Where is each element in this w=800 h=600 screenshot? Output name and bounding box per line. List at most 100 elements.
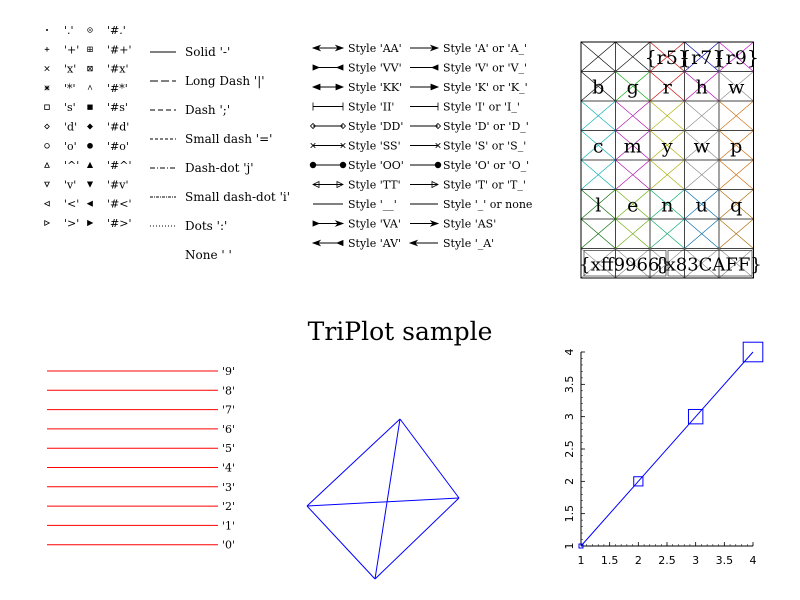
dash-style-panel: Solid '-' Long Dash '|' Dash ';' Small dash… bbox=[150, 45, 290, 262]
arrow-sample-left bbox=[312, 102, 344, 111]
series-point bbox=[633, 476, 644, 487]
color-grid-cell bbox=[684, 100, 720, 131]
arrow-style-label: Style 'SS' bbox=[348, 140, 401, 153]
arrow-sample-right bbox=[410, 122, 442, 130]
color-grid-cell bbox=[580, 218, 616, 249]
y-tick-label: 3 bbox=[563, 413, 576, 420]
arrow-sample-left bbox=[311, 44, 345, 52]
marker-filled-label: '#x' bbox=[107, 63, 128, 76]
color-grid-cell bbox=[580, 159, 616, 190]
color-grid-label: {r7} bbox=[679, 47, 724, 69]
marker-panel: '.' '#.' '+' '#+' 'x' '#x' '*' '#*' 's' '#s' 'd' '#… bbox=[43, 24, 131, 230]
arrow-sample-left bbox=[309, 161, 347, 169]
color-grid-label: {r9} bbox=[714, 47, 759, 69]
arrow-style-label: Style 'VA' bbox=[348, 218, 401, 231]
marker-filled-triangle-down bbox=[86, 181, 94, 188]
arrow-sample-left bbox=[309, 122, 347, 130]
color-grid-label: u bbox=[696, 194, 708, 216]
dash-style-label: Dash-dot 'j' bbox=[185, 161, 254, 175]
line-list-panel: '9' '8' '7' '6' '5' '4' '3' '2' '1' '0' bbox=[47, 365, 235, 552]
marker-open-label: 's' bbox=[64, 101, 76, 114]
marker-open-dot bbox=[46, 29, 48, 31]
marker-filled-cross bbox=[87, 65, 93, 72]
dash-style-label: Dots ':' bbox=[185, 219, 227, 233]
color-grid-label: e bbox=[627, 194, 638, 216]
arrow-sample-right bbox=[410, 142, 441, 149]
arrow-style-label: Style 'S' or 'S_' bbox=[443, 140, 526, 153]
color-grid-label: n bbox=[661, 194, 673, 216]
line-label: '4' bbox=[222, 462, 235, 475]
color-grid-label: r bbox=[663, 76, 673, 98]
marker-open-cross bbox=[44, 66, 50, 72]
x-tick-label: 2.5 bbox=[658, 554, 676, 567]
color-grid-cell bbox=[649, 159, 685, 190]
arrow-sample-right bbox=[410, 220, 440, 227]
arrow-sample-right bbox=[410, 102, 439, 111]
y-tick-label: 1.5 bbox=[563, 505, 576, 523]
marker-open-label: 'd' bbox=[64, 121, 77, 134]
color-grid-frame bbox=[580, 41, 754, 279]
arrow-sample-right bbox=[408, 239, 438, 247]
line-label: '6' bbox=[222, 423, 235, 436]
arrow-style-label: Style 'DD' bbox=[348, 120, 403, 133]
marker-filled-square bbox=[87, 104, 93, 110]
series-point bbox=[578, 543, 584, 549]
y-tick-label: 2 bbox=[563, 478, 576, 485]
color-grid-label: {xff9966} bbox=[579, 254, 671, 275]
dash-style-label: Long Dash '|' bbox=[185, 74, 265, 88]
arrow-style-label: Style '_A' bbox=[443, 237, 494, 250]
color-grid-label: w bbox=[694, 135, 711, 157]
x-tick-label: 4 bbox=[750, 554, 757, 567]
line-label: '1' bbox=[222, 519, 235, 532]
color-grid-label: c bbox=[593, 135, 604, 157]
color-grid-label-box bbox=[583, 250, 667, 277]
color-grid-cell bbox=[580, 41, 616, 72]
dash-style-label: Small dash '=' bbox=[185, 132, 272, 146]
marker-open-label: '*' bbox=[64, 82, 76, 95]
arrow-sample-right bbox=[410, 161, 442, 169]
marker-filled-triangle-right bbox=[87, 219, 94, 227]
arrow-sample-left bbox=[311, 83, 345, 91]
arrow-sample-left bbox=[312, 220, 345, 227]
triangulation-edge bbox=[306, 505, 376, 580]
marker-open-circle bbox=[44, 143, 50, 149]
color-grid-cell bbox=[718, 218, 754, 249]
marker-open-label: '+' bbox=[64, 43, 79, 56]
arrow-style-panel: Style 'AA' Style 'A' or 'A_' Style 'VV' Sty… bbox=[309, 42, 532, 250]
arrow-sample-right bbox=[410, 44, 440, 52]
triangulation-edge bbox=[374, 418, 401, 580]
color-grid-cell bbox=[615, 218, 651, 249]
arrow-sample-left bbox=[310, 142, 346, 149]
arrow-style-label: Style 'D' or 'D_' bbox=[443, 120, 529, 133]
marker-filled-triangle-up bbox=[86, 161, 94, 168]
color-grid-cell bbox=[684, 218, 720, 249]
arrow-sample-left bbox=[312, 180, 344, 189]
marker-open-label: 'o' bbox=[64, 140, 77, 153]
marker-filled-label: '#o' bbox=[107, 140, 129, 153]
triangulation-edge bbox=[306, 418, 401, 507]
line-label: '0' bbox=[222, 539, 235, 552]
triangulation-edge bbox=[399, 418, 460, 499]
y-tick-label: 2.5 bbox=[563, 440, 576, 458]
color-grid-cell bbox=[580, 100, 616, 131]
arrow-style-label: Style 'T' or 'T_' bbox=[443, 179, 526, 192]
line-chart: 1 1.5 2 2.5 3 3.5 4 1 1.5 2 2.5 3 3.5 4 bbox=[563, 341, 764, 567]
marker-open-label: '^' bbox=[64, 159, 79, 172]
marker-filled-dot bbox=[87, 27, 93, 33]
line-label: '2' bbox=[222, 500, 235, 513]
dash-style-label: Solid '-' bbox=[185, 45, 230, 59]
color-grid-cell bbox=[615, 159, 651, 190]
marker-open-triangle-up bbox=[44, 161, 50, 168]
marker-open-label: 'v' bbox=[64, 178, 76, 191]
dash-style-label: Dash ';' bbox=[185, 103, 230, 117]
marker-open-label: '<' bbox=[64, 198, 79, 211]
line-label: '8' bbox=[222, 384, 235, 397]
marker-filled-label: '#<' bbox=[107, 198, 131, 211]
color-grid-label-box bbox=[667, 250, 753, 277]
arrow-style-label: Style '__' bbox=[348, 198, 397, 211]
color-grid-cell bbox=[718, 159, 754, 190]
color-grid-cell bbox=[615, 100, 651, 131]
arrow-style-label: Style 'V' or 'V_' bbox=[443, 62, 527, 75]
color-grid-label: l bbox=[595, 194, 601, 216]
arrow-style-label: Style 'TT' bbox=[348, 179, 401, 192]
